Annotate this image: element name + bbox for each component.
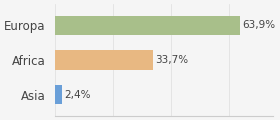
Text: 33,7%: 33,7% <box>155 55 188 65</box>
Bar <box>55 15 240 35</box>
Text: 63,9%: 63,9% <box>243 20 276 30</box>
Text: 2,4%: 2,4% <box>65 90 91 100</box>
Bar <box>55 85 62 105</box>
Bar <box>55 50 153 70</box>
